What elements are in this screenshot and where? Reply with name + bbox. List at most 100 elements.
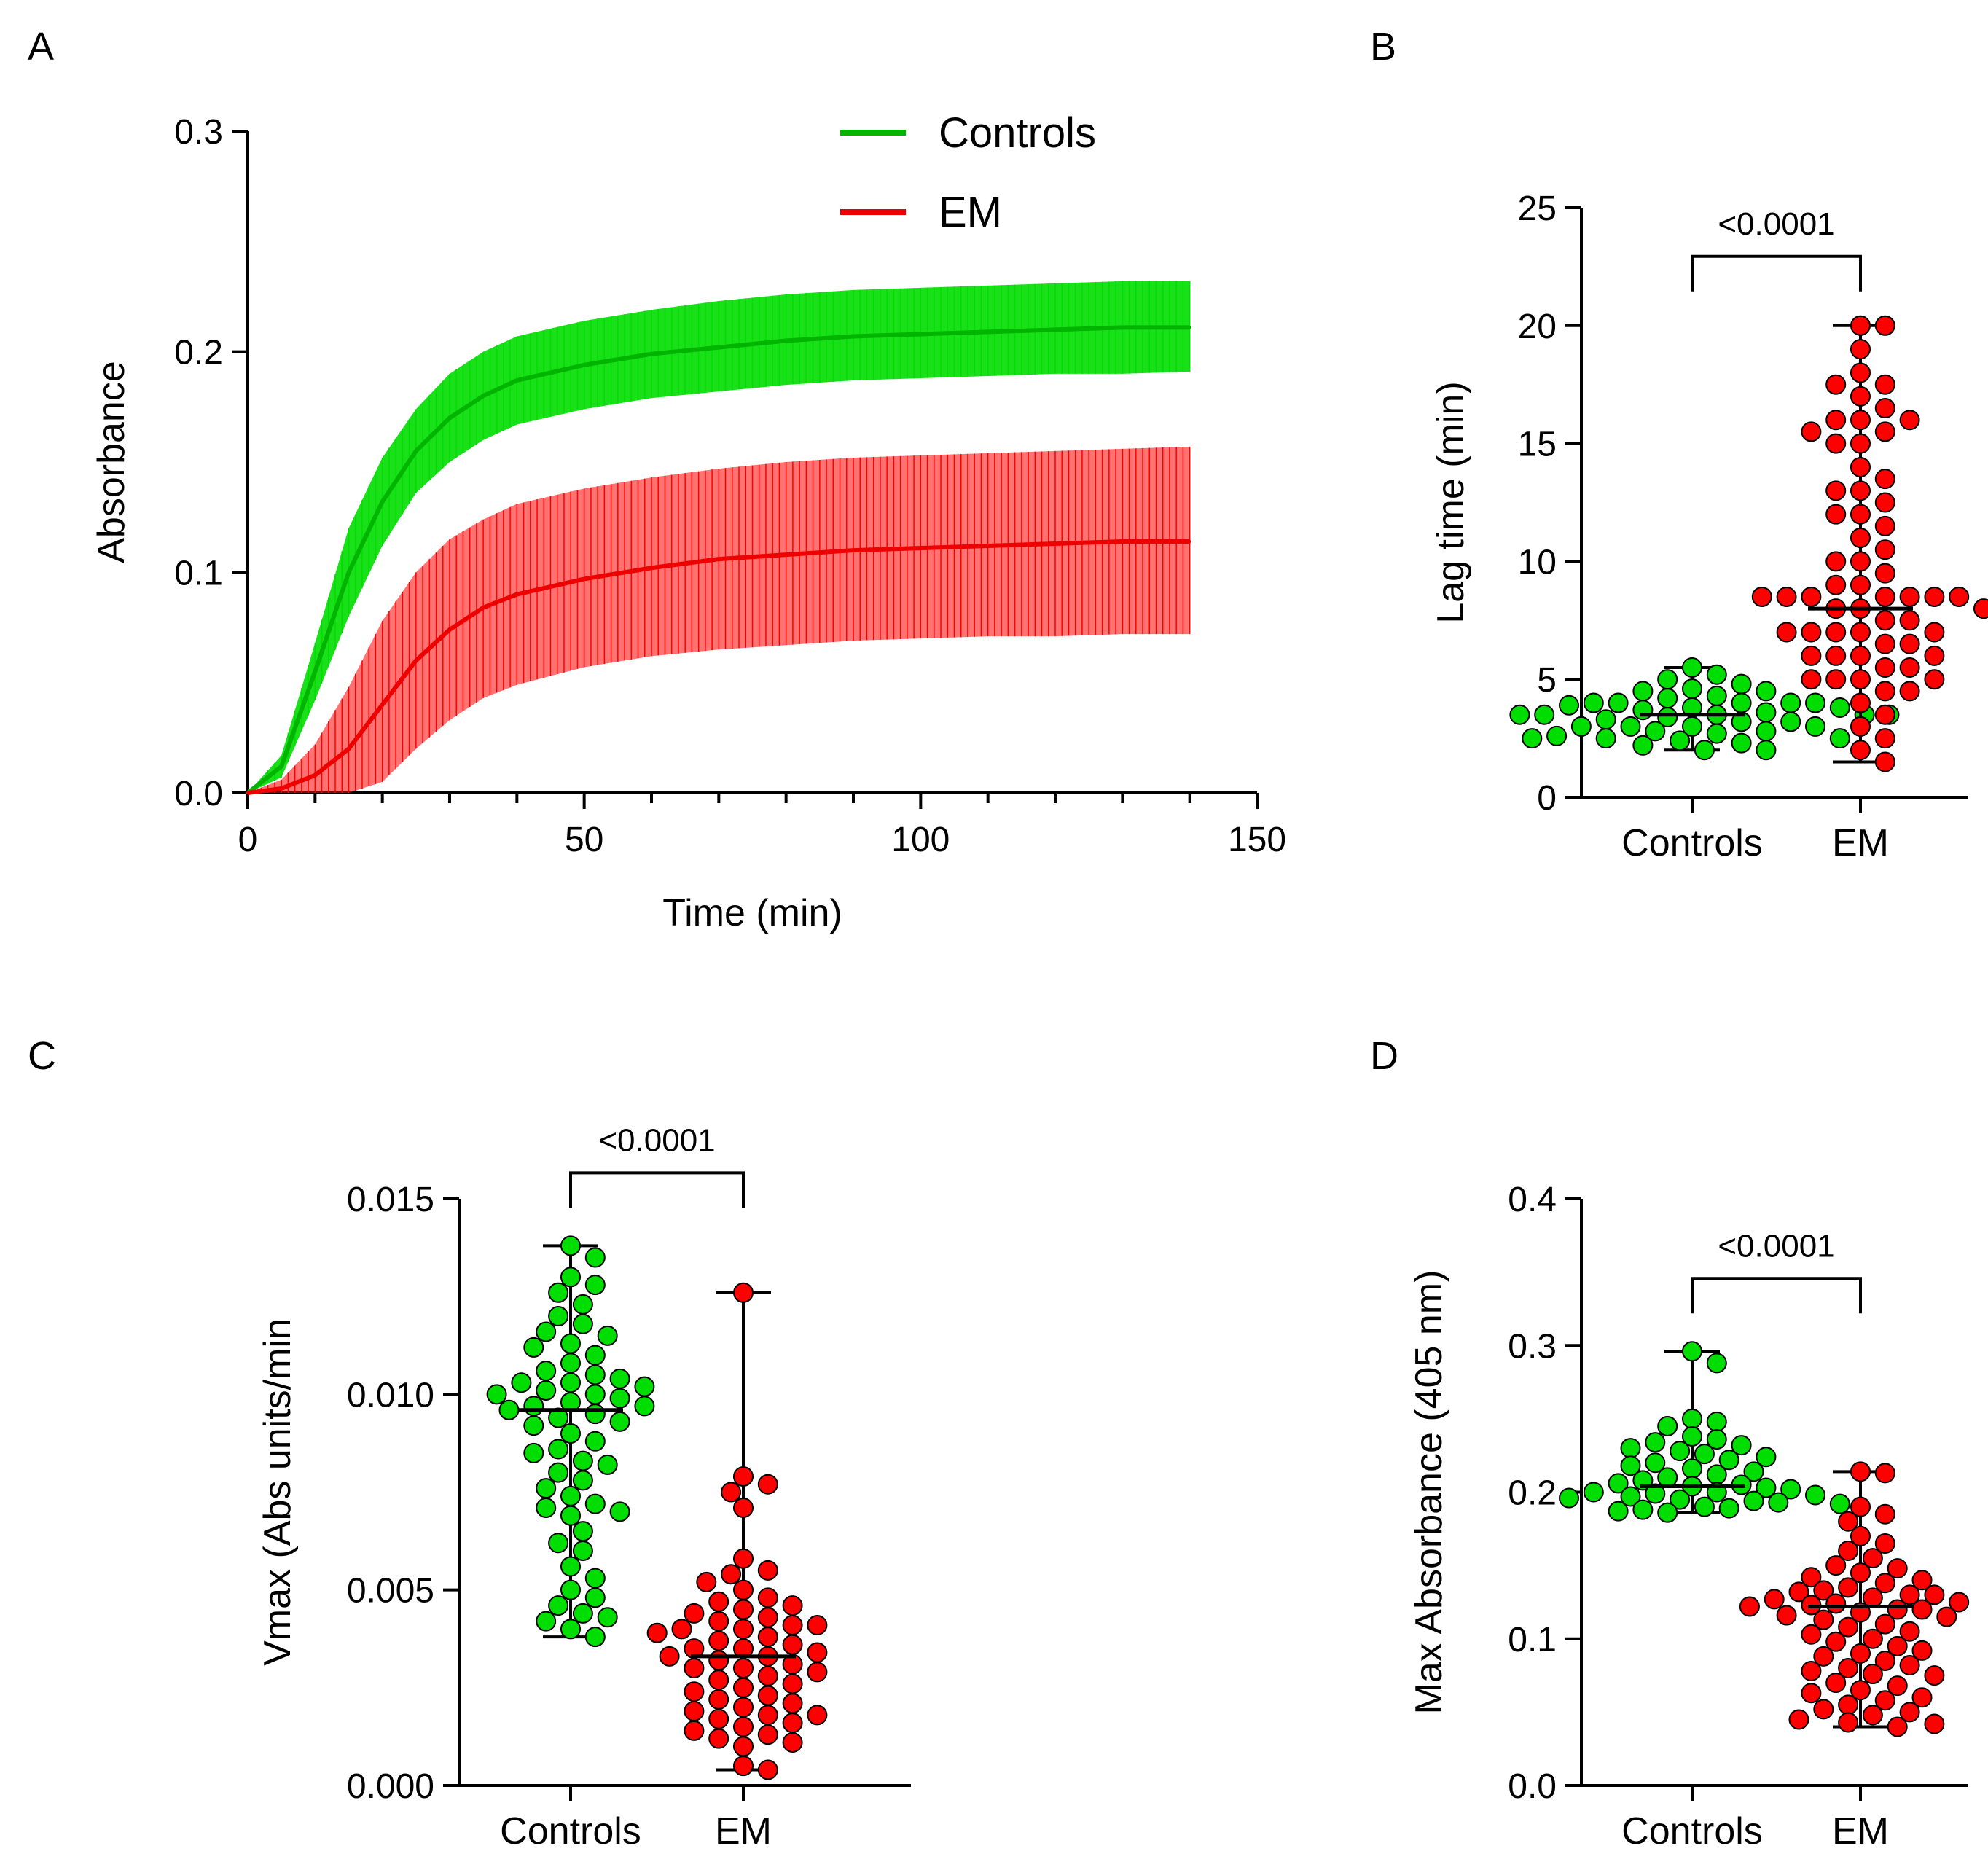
data-point	[1805, 716, 1825, 737]
data-point	[536, 1380, 557, 1401]
data-point	[1911, 1640, 1933, 1661]
data-point	[1595, 709, 1616, 730]
data-point	[280, 786, 283, 790]
data-point	[733, 1658, 754, 1678]
data-point	[1850, 410, 1871, 431]
data-point	[708, 1670, 729, 1691]
data-point	[1838, 1541, 1859, 1561]
data-point	[572, 1541, 593, 1561]
data-point	[1949, 1592, 1970, 1613]
data-point	[1825, 1555, 1847, 1576]
data-point	[523, 1415, 544, 1436]
data-point	[1559, 695, 1579, 716]
data-point	[708, 1650, 729, 1671]
data-point	[1682, 1341, 1702, 1362]
data-point	[1670, 1441, 1691, 1462]
data-point	[1788, 1709, 1809, 1730]
data-point	[1862, 1705, 1883, 1726]
data-point	[1682, 678, 1702, 700]
data-point	[1731, 673, 1752, 695]
legend-label-controls: Controls	[939, 109, 1096, 157]
data-point	[347, 571, 351, 574]
data-point	[609, 1411, 630, 1432]
data-point	[1583, 692, 1604, 713]
y-tick-label: 0.1	[1508, 1621, 1557, 1659]
y-tick-label: 0.0	[174, 775, 223, 813]
data-point	[1632, 1499, 1654, 1520]
data-point	[584, 1384, 606, 1405]
data-point	[919, 547, 923, 550]
data-point	[1756, 1447, 1777, 1468]
data-point	[1718, 1450, 1740, 1471]
data-point	[1825, 410, 1847, 431]
data-point	[757, 1474, 778, 1495]
data-point	[1924, 622, 1945, 643]
data-point	[515, 379, 519, 383]
data-point	[1731, 1435, 1752, 1456]
data-point	[1899, 586, 1920, 607]
data-point	[1874, 1650, 1895, 1671]
data-point	[1850, 480, 1871, 501]
data-point	[515, 592, 519, 596]
data-point	[1632, 700, 1654, 721]
y-tick-label: 0.0	[1508, 1767, 1557, 1806]
data-point	[852, 549, 855, 552]
data-point	[414, 449, 418, 453]
data-point	[1657, 1467, 1678, 1488]
legend-label-em: EM	[939, 189, 1002, 236]
data-point	[1694, 1444, 1715, 1465]
data-point	[523, 1396, 544, 1417]
data-point	[733, 1579, 754, 1600]
panel-letter-c: C	[28, 1034, 56, 1078]
data-point	[1874, 728, 1895, 749]
data-point	[1874, 315, 1895, 336]
data-point	[572, 1294, 593, 1315]
data-point	[560, 1267, 581, 1288]
data-point	[733, 1548, 754, 1569]
data-point	[1682, 1408, 1702, 1429]
y-axis-title: Lag time (min)	[1430, 381, 1472, 623]
y-tick-label: 0.4	[1508, 1181, 1557, 1219]
data-point	[523, 1337, 544, 1358]
data-point	[1825, 645, 1847, 666]
y-tick-label: 0.2	[174, 334, 223, 372]
data-point	[1583, 1482, 1604, 1503]
data-point	[684, 1720, 705, 1741]
data-point	[1850, 740, 1871, 761]
data-point	[482, 606, 485, 609]
y-axis-title: Vmax (Abs units/min	[257, 1318, 299, 1666]
data-point	[757, 1759, 778, 1780]
data-point	[1534, 704, 1555, 725]
data-point	[1743, 1461, 1764, 1482]
data-point	[1776, 586, 1797, 607]
data-point	[1838, 1712, 1859, 1733]
data-point	[1838, 1658, 1859, 1678]
data-point	[548, 1282, 569, 1303]
data-point	[1924, 669, 1945, 690]
data-point	[1874, 515, 1895, 536]
data-point	[572, 1450, 593, 1471]
data-point	[986, 330, 990, 334]
data-point	[313, 670, 317, 673]
x-category-label: Controls	[500, 1810, 641, 1853]
panel-d: D 0.0 0.1 0.2 0.3 0.4 Max Absorbance (405 nm) C…	[1370, 1034, 1970, 1853]
data-point	[757, 1724, 778, 1745]
data-point	[1936, 1606, 1957, 1627]
data-point	[733, 1716, 754, 1737]
data-point	[733, 1756, 754, 1777]
data-point	[1682, 657, 1702, 678]
data-point	[560, 1333, 581, 1354]
series-controls	[246, 281, 1191, 795]
data-point	[1924, 1584, 1945, 1605]
data-point	[1657, 1415, 1678, 1436]
data-point	[1780, 1479, 1801, 1500]
data-point	[733, 1497, 754, 1518]
data-point	[659, 1646, 680, 1667]
data-point	[1731, 732, 1752, 754]
data-point	[733, 1619, 754, 1640]
data-point	[708, 1728, 729, 1749]
data-point	[280, 764, 283, 768]
data-point	[1645, 1483, 1666, 1504]
data-point	[1620, 1486, 1641, 1507]
data-point	[1780, 711, 1801, 732]
